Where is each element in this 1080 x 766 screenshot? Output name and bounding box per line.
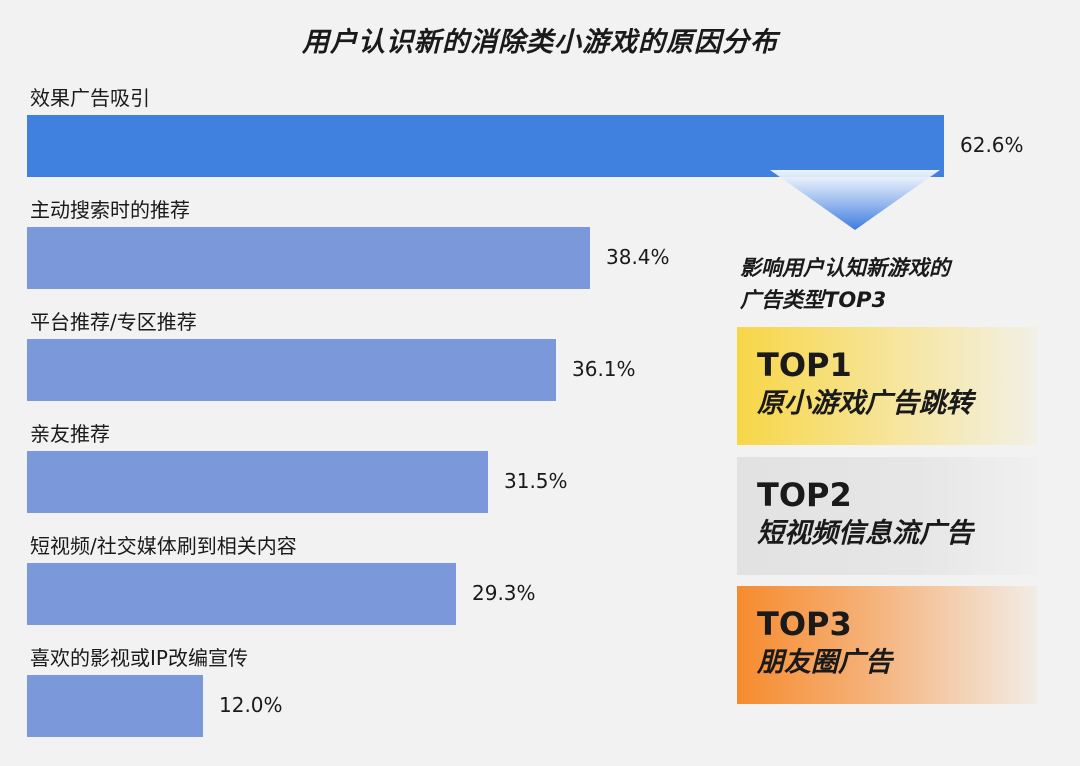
bar [27,675,203,737]
category-label: 效果广告吸引 [30,86,150,110]
value-label: 62.6% [960,133,1024,157]
down-arrow-icon [770,170,940,230]
side-title-line1: 影响用户认知新游戏的 [740,256,950,280]
bar [27,451,488,513]
bar [27,227,590,289]
top2-label: 短视频信息流广告 [757,518,973,549]
top1-label: 原小游戏广告跳转 [757,388,973,419]
side-panel-title: 影响用户认知新游戏的 广告类型TOP3 [740,252,1060,316]
value-label: 38.4% [606,245,670,269]
top2-rank: TOP2 [757,476,852,514]
bar [27,563,456,625]
bar [27,115,944,177]
category-label: 短视频/社交媒体刷到相关内容 [30,534,297,558]
category-label: 平台推荐/专区推荐 [30,310,197,334]
value-label: 31.5% [504,469,568,493]
value-label: 12.0% [219,693,283,717]
value-label: 29.3% [472,581,536,605]
top3-rank: TOP3 [757,605,852,643]
bar [27,339,556,401]
category-label: 亲友推荐 [30,422,110,446]
side-title-line2: 广告类型TOP3 [740,288,887,312]
top3-card: TOP3 朋友圈广告 [737,586,1037,704]
value-label: 36.1% [572,357,636,381]
category-label: 喜欢的影视或IP改编宣传 [30,646,248,670]
top1-card: TOP1 原小游戏广告跳转 [737,327,1037,445]
top2-card: TOP2 短视频信息流广告 [737,457,1037,575]
top1-rank: TOP1 [757,346,852,384]
top3-label: 朋友圈广告 [757,647,892,678]
chart-title: 用户认识新的消除类小游戏的原因分布 [302,27,778,58]
category-label: 主动搜索时的推荐 [30,198,190,222]
